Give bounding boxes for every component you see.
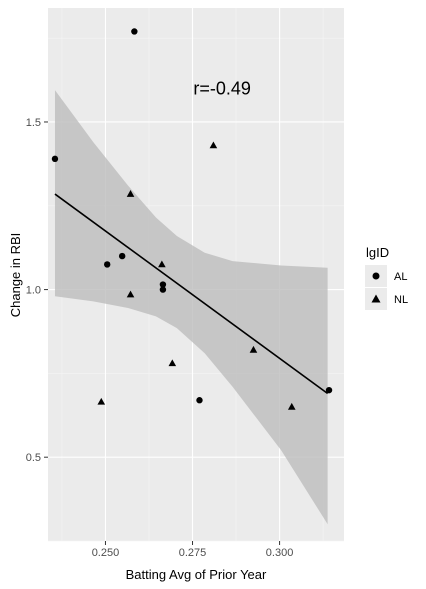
point-nl	[287, 402, 296, 410]
confidence-band	[54, 90, 328, 525]
legend: lgID AL NL	[365, 245, 408, 310]
legend-title: lgID	[366, 245, 389, 260]
x-axis-title: Batting Avg of Prior Year	[126, 567, 267, 582]
y-tick-label: 1.0	[26, 285, 41, 297]
legend-label-nl: NL	[394, 294, 408, 306]
x-tick-label: 0.300	[266, 547, 294, 559]
legend-label-al: AL	[394, 271, 407, 283]
point-nl	[249, 345, 258, 353]
legend-key-nl-triangle	[371, 294, 381, 303]
regression-line	[54, 193, 329, 395]
point-nl	[168, 359, 177, 367]
point-al	[131, 28, 138, 35]
x-tick-label: 0.275	[179, 547, 207, 559]
point-nl	[126, 290, 135, 298]
y-axis-ticks: 0.5 1.0 1.5	[26, 117, 48, 464]
point-al	[196, 397, 203, 404]
data-points	[51, 28, 333, 410]
point-nl	[209, 141, 218, 149]
y-tick-label: 0.5	[26, 452, 41, 464]
point-nl	[97, 397, 106, 405]
point-al	[104, 261, 111, 268]
regression-line-path	[54, 193, 329, 395]
x-axis-ticks: 0.250 0.275 0.300	[92, 541, 294, 559]
point-al	[51, 155, 59, 163]
point-al	[118, 252, 126, 260]
y-tick-label: 1.5	[26, 117, 41, 129]
confidence-band-area	[54, 90, 328, 525]
x-tick-label: 0.250	[92, 547, 120, 559]
point-nl	[158, 260, 166, 268]
point-nl	[126, 190, 135, 197]
legend-key-al-circle	[372, 272, 380, 280]
point-al	[159, 286, 167, 293]
correlation-annotation: r=-0.49	[193, 78, 251, 98]
y-axis-title: Change in RBI	[8, 233, 23, 318]
point-al	[325, 386, 333, 394]
point-al	[159, 281, 167, 288]
